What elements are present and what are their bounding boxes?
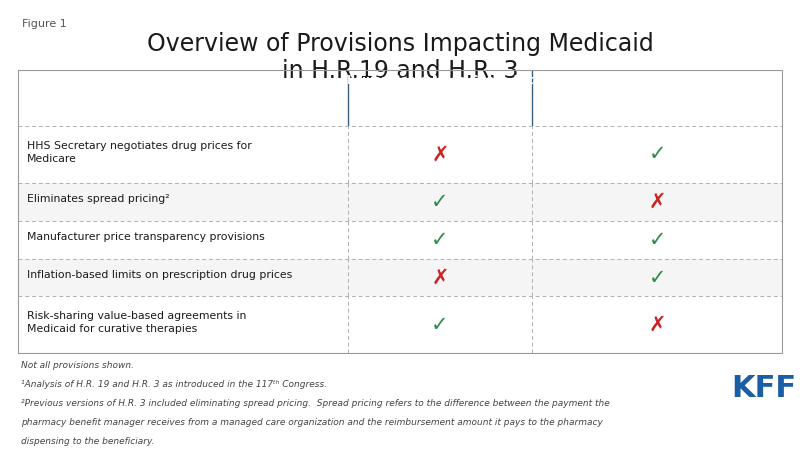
Text: ✓: ✓ bbox=[431, 230, 449, 250]
Text: ✗: ✗ bbox=[431, 144, 449, 164]
Text: pharmacy benefit manager receives from a managed care organization and the reimb: pharmacy benefit manager receives from a… bbox=[21, 418, 602, 427]
Text: Risk-sharing value-based agreements in
Medicaid for curative therapies: Risk-sharing value-based agreements in M… bbox=[27, 311, 246, 334]
Text: Inflation-based limits on prescription drug prices: Inflation-based limits on prescription d… bbox=[27, 270, 293, 280]
Text: ✓: ✓ bbox=[649, 267, 666, 288]
Text: Manufacturer price transparency provisions: Manufacturer price transparency provisio… bbox=[27, 232, 265, 243]
Text: ✓: ✓ bbox=[431, 315, 449, 335]
Text: KFF: KFF bbox=[731, 374, 797, 403]
Text: ✓: ✓ bbox=[649, 230, 666, 250]
Text: Eliminates spread pricing²: Eliminates spread pricing² bbox=[27, 194, 170, 204]
Text: dispensing to the beneficiary.: dispensing to the beneficiary. bbox=[21, 437, 154, 446]
Text: ²Previous versions of H.R. 3 included eliminating spread pricing.  Spread pricin: ²Previous versions of H.R. 3 included el… bbox=[21, 399, 610, 408]
Text: HHS Secretary negotiates drug prices for
Medicare: HHS Secretary negotiates drug prices for… bbox=[27, 141, 252, 163]
Text: ✓: ✓ bbox=[649, 144, 666, 164]
Text: Figure 1: Figure 1 bbox=[22, 19, 67, 29]
Text: ✗: ✗ bbox=[431, 267, 449, 288]
Text: ✗: ✗ bbox=[649, 315, 666, 335]
Text: Lower Costs More Cures Act
(H.R. 19) ¹: Lower Costs More Cures Act (H.R. 19) ¹ bbox=[347, 74, 533, 104]
Text: Elijah E. Cummings Lower
Drug Costs Now Act, (H.R. 3)¹: Elijah E. Cummings Lower Drug Costs Now … bbox=[558, 74, 756, 104]
Text: ¹Analysis of H.R. 19 and H.R. 3 as introduced in the 117ᵗʰ Congress.: ¹Analysis of H.R. 19 and H.R. 3 as intro… bbox=[21, 380, 327, 389]
Text: Overview of Provisions Impacting Medicaid: Overview of Provisions Impacting Medicai… bbox=[146, 32, 654, 55]
Text: Not all provisions shown.: Not all provisions shown. bbox=[21, 361, 134, 370]
Text: ✓: ✓ bbox=[431, 192, 449, 212]
Text: in H.R.19 and H.R. 3: in H.R.19 and H.R. 3 bbox=[282, 58, 518, 82]
Text: ✗: ✗ bbox=[649, 192, 666, 212]
